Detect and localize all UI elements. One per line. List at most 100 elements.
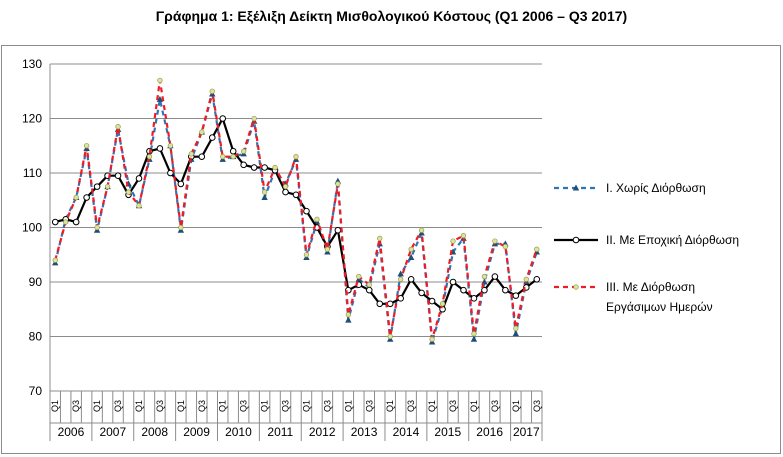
data-point: [241, 148, 247, 154]
x-quarter-label: Q3: [71, 400, 81, 412]
gridlines: [50, 63, 542, 392]
data-point: [513, 325, 519, 331]
x-quarter-label: Q3: [197, 400, 207, 412]
data-point: [449, 278, 457, 286]
legend-label: II. Με Εποχική Διόρθωση: [606, 233, 739, 247]
x-year-label: 2014: [393, 425, 420, 439]
x-quarter-label: Q1: [343, 400, 353, 412]
x-quarter-label: Q1: [469, 400, 479, 412]
series-lines: [51, 77, 541, 345]
data-point: [135, 175, 143, 182]
y-tick-label: 90: [29, 275, 43, 289]
data-point: [450, 238, 456, 244]
x-quarter-label: Q3: [155, 400, 165, 412]
x-year-label: 2012: [309, 425, 336, 439]
data-point: [125, 189, 132, 195]
data-point: [229, 147, 237, 155]
legend: I. Χωρίς Διόρθωση II. Με Εποχική Διόρθωση…: [554, 181, 739, 314]
data-point: [188, 151, 194, 157]
data-point: [387, 333, 393, 340]
data-point: [470, 335, 478, 342]
data-point: [429, 336, 435, 342]
data-point: [428, 297, 436, 305]
data-point: [407, 275, 415, 283]
data-point: [104, 183, 111, 190]
data-point: [250, 164, 258, 171]
data-point: [418, 227, 425, 233]
data-point: [72, 218, 80, 226]
y-tick-label: 130: [22, 57, 42, 71]
y-tick-label: 70: [29, 384, 43, 398]
x-year-label: 2011: [267, 425, 293, 439]
data-point: [114, 172, 122, 180]
legend-marker: [572, 184, 580, 191]
data-point: [177, 180, 185, 188]
legend-label: I. Χωρίς Διόρθωση: [606, 181, 706, 195]
x-year-label: 2013: [351, 425, 378, 439]
data-point: [199, 129, 205, 135]
data-point: [83, 143, 90, 149]
data-point: [251, 115, 257, 122]
data-point: [209, 88, 215, 94]
x-quarter-label: Q3: [364, 400, 374, 412]
data-point: [345, 312, 351, 318]
data-point: [261, 189, 268, 195]
x-quarter-label: Q1: [176, 400, 186, 412]
data-point: [366, 282, 372, 288]
data-point: [314, 216, 320, 222]
x-quarter-label: Q1: [511, 400, 521, 412]
legend-marker: [573, 284, 579, 290]
data-point: [377, 235, 383, 242]
x-quarter-label: Q1: [260, 400, 270, 412]
x-year-label: 2015: [434, 425, 461, 439]
data-point: [292, 191, 300, 199]
data-point: [230, 153, 236, 160]
x-quarter-label: Q3: [406, 400, 416, 412]
data-point: [533, 275, 541, 283]
data-point: [156, 145, 164, 152]
data-point: [439, 301, 446, 307]
data-point: [481, 278, 488, 285]
x-quarter-label: Q3: [322, 400, 332, 412]
data-point: [356, 273, 362, 280]
data-point: [365, 286, 373, 294]
x-quarter-label: Q1: [301, 400, 311, 412]
y-tick-label: 120: [22, 112, 42, 126]
x-quarter-label: Q3: [239, 400, 249, 412]
data-point: [282, 183, 289, 190]
data-point: [167, 143, 174, 149]
x-year-label: 2017: [513, 425, 540, 439]
data-point: [407, 253, 415, 260]
x-year-label: 2007: [99, 425, 126, 439]
data-point: [512, 330, 520, 337]
chart-title: Γράφημα 1: Εξέλιξη Δείκτη Μισθολογικού Κ…: [155, 8, 628, 24]
data-point: [334, 226, 342, 234]
legend-label: Εργάσιμων Ημερών: [606, 300, 713, 314]
y-tick-label: 110: [23, 166, 42, 180]
data-point: [240, 161, 247, 169]
data-point: [376, 300, 384, 308]
data-point: [261, 194, 268, 201]
data-point: [52, 257, 58, 263]
x-quarter-label: Q3: [490, 400, 500, 412]
y-tick-label: 80: [29, 330, 43, 344]
data-point: [502, 286, 509, 294]
data-point: [303, 207, 310, 215]
data-point: [293, 153, 299, 160]
data-point: [146, 153, 153, 160]
x-quarter-label: Q3: [281, 400, 291, 412]
legend-marker: [572, 236, 580, 244]
x-quarter-label: Q3: [448, 400, 458, 412]
series-line: [54, 92, 538, 343]
data-point: [208, 134, 216, 141]
data-point: [418, 289, 425, 297]
x-year-label: 2016: [476, 425, 503, 439]
data-point: [83, 194, 90, 201]
x-quarter-label: Q1: [134, 400, 144, 412]
data-point: [219, 115, 227, 122]
data-point: [481, 286, 488, 294]
chart-area: 70 80 90 100 110 120 130 Q1 Q3 Q1 Q3 Q1 Q3 Q1 Q3 Q1 Q3 Q1…: [1, 45, 781, 454]
y-tick-label: 100: [22, 221, 42, 235]
data-point: [63, 219, 69, 225]
x-quarter-label: Q1: [50, 400, 60, 412]
